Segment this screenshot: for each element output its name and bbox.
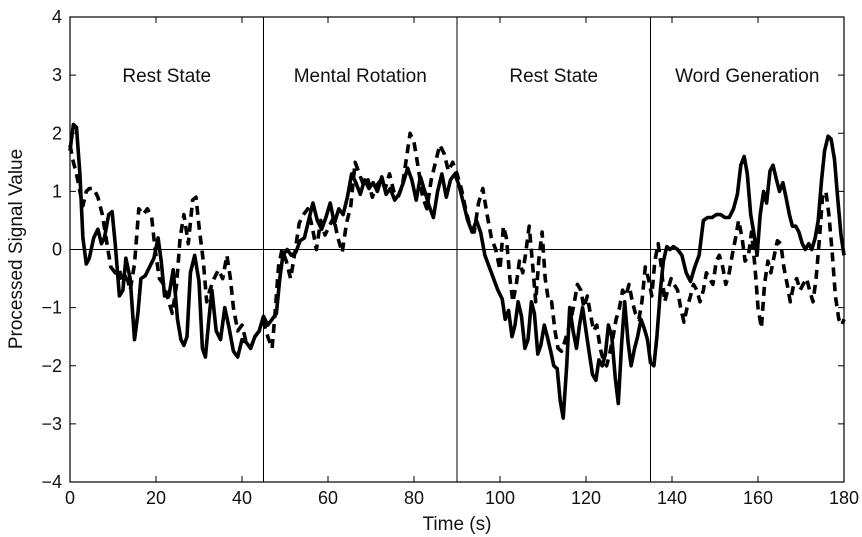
y-tick-label: −3: [41, 414, 62, 434]
y-tick-label: 3: [52, 65, 62, 85]
y-tick-label: −4: [41, 472, 62, 492]
x-axis-label: Time (s): [423, 514, 492, 535]
y-tick-label: 4: [52, 7, 62, 27]
x-tick-label: 60: [318, 488, 338, 508]
block-labels: Rest State Mental Rotation Rest State Word …: [122, 66, 819, 87]
series-layer: [68, 122, 846, 420]
x-tick-label: 120: [571, 488, 601, 508]
series-line-dashed: [68, 131, 846, 368]
y-tick-label: −1: [41, 298, 62, 318]
series-line-solid: [68, 122, 846, 420]
axis-ticks: 0 20 40 60 80 100 120 140 160 180 −4 −3 −2 −1 0 1 2 3 4: [41, 7, 859, 508]
block-label: Word Generation: [675, 66, 819, 87]
x-tick-label: 80: [404, 488, 424, 508]
x-tick-label: 140: [657, 488, 687, 508]
y-tick-label: 1: [52, 181, 62, 201]
block-label: Rest State: [122, 66, 211, 87]
block-boundaries: [263, 17, 651, 482]
x-tick-label: 180: [829, 488, 859, 508]
x-tick-label: 100: [485, 488, 515, 508]
block-label: Rest State: [509, 66, 598, 87]
x-tick-label: 20: [146, 488, 166, 508]
y-tick-label: −2: [41, 356, 62, 376]
block-label: Mental Rotation: [294, 66, 427, 87]
y-tick-label: 2: [52, 123, 62, 143]
x-tick-label: 0: [65, 488, 75, 508]
x-tick-label: 40: [232, 488, 252, 508]
x-tick-label: 160: [743, 488, 773, 508]
y-axis-label: Processed Signal Value: [6, 149, 27, 349]
y-tick-label: 0: [52, 240, 62, 260]
